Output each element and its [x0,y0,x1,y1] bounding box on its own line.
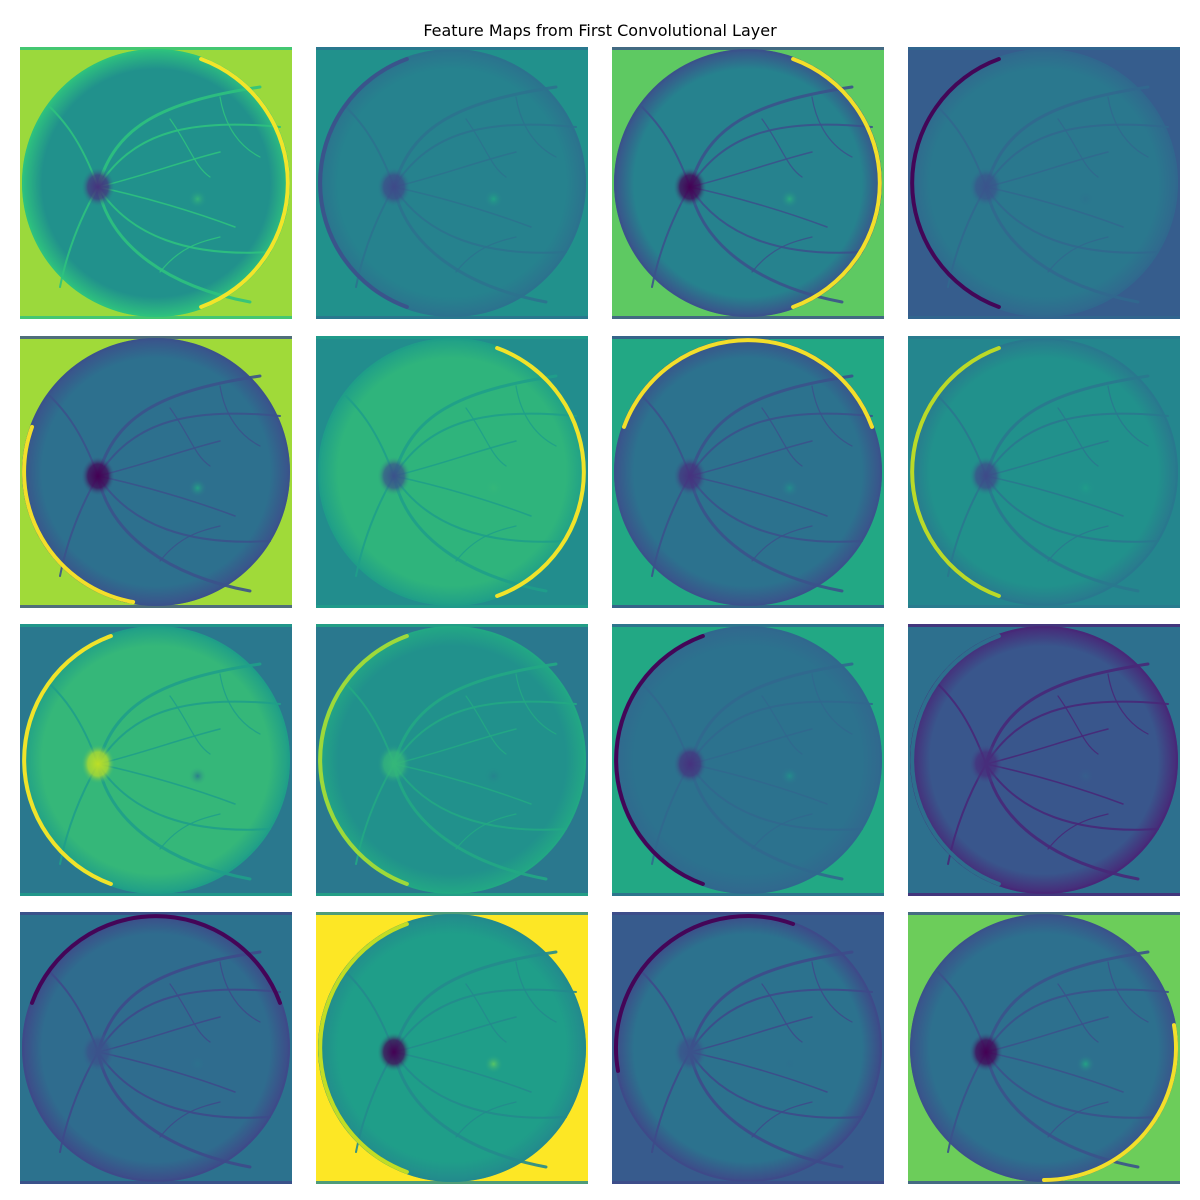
optic-disc [81,167,115,207]
feature-map-image [316,47,588,319]
rim-edge [910,346,1001,598]
feature-map-3 [612,47,884,319]
rim-edge [318,634,409,886]
rim-edge [1042,1023,1178,1182]
rim-edge [495,346,586,598]
feature-map-16 [908,912,1180,1184]
vessel-network [49,662,281,881]
rim-edge [318,922,409,1174]
vessel-network [345,950,577,1169]
rim-edge [30,914,282,1005]
rim-edge [614,634,705,886]
optic-disc [969,1032,1003,1072]
feature-map-image [908,624,1180,896]
feature-map-image [316,624,588,896]
optic-disc [673,744,707,784]
feature-map-9 [20,624,292,896]
optic-disc [81,1032,115,1072]
optic-disc [969,744,1003,784]
feature-map-image [316,336,588,608]
optic-disc [81,456,115,496]
optic-disc [377,744,411,784]
optic-disc [673,456,707,496]
vessel-network [345,85,577,304]
feature-map-image [20,624,292,896]
feature-map-13 [20,912,292,1184]
feature-map-image [612,47,884,319]
feature-map-2 [316,47,588,319]
feature-map-1 [20,47,292,319]
optic-disc [673,1032,707,1072]
feature-map-image [316,912,588,1184]
feature-map-10 [316,624,588,896]
vessel-network [49,374,281,593]
optic-disc [673,167,707,207]
rim-edge [791,57,882,309]
rim-edge [910,57,1001,309]
feature-map-14 [316,912,588,1184]
feature-map-15 [612,912,884,1184]
feature-map-image [20,47,292,319]
figure-title: Feature Maps from First Convolutional La… [423,21,777,40]
feature-map-image [908,47,1180,319]
rim-edge [318,57,409,309]
optic-disc [969,167,1003,207]
vessel-network [345,662,577,881]
feature-map-8 [908,336,1180,608]
feature-map-image [612,336,884,608]
optic-disc [377,167,411,207]
vessel-network [641,374,873,593]
feature-map-image [612,624,884,896]
feature-map-11 [612,624,884,896]
feature-map-7 [612,336,884,608]
optic-disc [81,744,115,784]
optic-disc [969,456,1003,496]
rim-edge [199,57,290,309]
feature-map-12 [908,624,1180,896]
feature-map-image [20,912,292,1184]
feature-map-image [20,336,292,608]
rim-edge [910,634,1001,886]
feature-map-image [612,912,884,1184]
feature-map-6 [316,336,588,608]
vessel-network [49,950,281,1169]
rim-edge [22,424,136,604]
optic-disc [377,456,411,496]
rim-edge [614,914,796,1073]
optic-disc [377,1032,411,1072]
feature-map-image [908,912,1180,1184]
rim-edge [622,338,874,429]
feature-map-4 [908,47,1180,319]
feature-map-image [908,336,1180,608]
feature-map-5 [20,336,292,608]
rim-edge [22,634,113,886]
